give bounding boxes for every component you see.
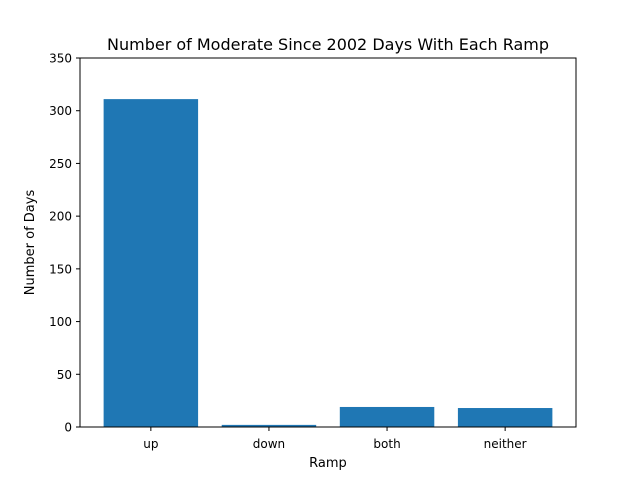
x-axis-ticks: up down both neither bbox=[143, 427, 527, 451]
y-axis-label: Number of Days bbox=[23, 190, 38, 296]
y-axis-ticks: 0 50 100 150 200 250 300 350 bbox=[49, 52, 80, 435]
y-tick-label: 250 bbox=[49, 157, 72, 171]
y-tick-label: 100 bbox=[49, 315, 72, 329]
bar-down bbox=[221, 424, 317, 427]
x-tick-label: neither bbox=[484, 437, 527, 451]
bars-group bbox=[103, 99, 553, 428]
y-tick-label: 200 bbox=[49, 210, 72, 224]
plot-frame bbox=[79, 57, 577, 428]
x-tick-label: both bbox=[373, 437, 400, 451]
y-tick-label: 350 bbox=[49, 52, 72, 66]
y-tick-label: 300 bbox=[49, 104, 72, 118]
bar-both bbox=[339, 406, 435, 427]
bar-neither bbox=[457, 408, 553, 427]
y-tick-label: 150 bbox=[49, 262, 72, 276]
y-tick-label: 50 bbox=[57, 368, 72, 382]
y-tick-label: 0 bbox=[64, 421, 72, 435]
x-tick-label: up bbox=[143, 437, 158, 451]
x-tick-label: down bbox=[253, 437, 285, 451]
x-axis-label: Ramp bbox=[309, 456, 347, 471]
bar-up bbox=[103, 99, 199, 428]
chart-title: Number of Moderate Since 2002 Days With … bbox=[107, 35, 549, 54]
